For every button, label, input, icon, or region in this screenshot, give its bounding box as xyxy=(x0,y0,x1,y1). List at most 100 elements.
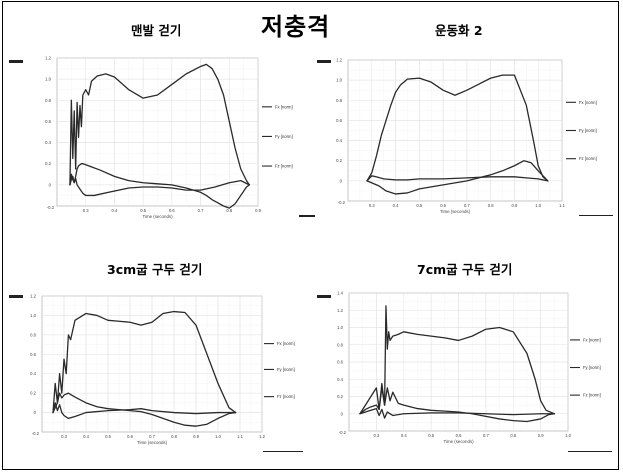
x-tick-label: 0.4 xyxy=(401,433,407,438)
x-tick-label: 1.0 xyxy=(215,434,221,439)
x-tick-label: 0.4 xyxy=(112,208,118,213)
panel-title-7cm-heels: 7cm굽 구두 걷기 xyxy=(417,262,513,277)
x-tick-label: 0.3 xyxy=(369,203,375,208)
y-tick-label: 1.2 xyxy=(337,308,343,313)
y-tick-label: 1.0 xyxy=(30,313,36,318)
series-line-fz xyxy=(366,175,549,182)
edge-mark xyxy=(299,215,315,217)
x-tick-label: 0.5 xyxy=(105,434,111,439)
x-tick-label: 0.5 xyxy=(416,203,422,208)
x-tick-label: 0.6 xyxy=(169,208,175,213)
series-line-fz xyxy=(359,407,555,419)
legend-label: Fz [norm] xyxy=(275,164,293,169)
y-tick-label: 1.0 xyxy=(337,325,343,330)
y-tick-label: 0.2 xyxy=(30,391,36,396)
y-tick-label: 1.2 xyxy=(30,294,36,299)
y-tick-label: 1.4 xyxy=(337,291,343,296)
x-tick-label: 1.2 xyxy=(259,434,265,439)
legend-label: Fy [norm] xyxy=(583,365,601,370)
edge-mark xyxy=(9,295,23,298)
y-tick-label: 1.2 xyxy=(45,56,51,61)
y-tick-label: 0.4 xyxy=(30,371,36,376)
x-tick-label: 0.3 xyxy=(83,208,89,213)
series-line-fx xyxy=(69,163,251,209)
y-tick-label: 0.6 xyxy=(336,118,342,123)
x-tick-label: 0.7 xyxy=(483,433,489,438)
legend-label: Fy [norm] xyxy=(275,134,293,139)
panel-title-sneakers: 운동화 2 xyxy=(435,23,483,38)
legend-label: Fz [norm] xyxy=(277,394,295,399)
series-line-fx xyxy=(359,382,555,423)
y-tick-label: 1.0 xyxy=(336,78,342,83)
y-min-label: -0.2 xyxy=(47,205,55,210)
edge-mark xyxy=(263,451,303,452)
legend-label: Fx [norm] xyxy=(583,337,601,342)
series-line-fx xyxy=(366,160,549,195)
edge-mark xyxy=(9,60,23,63)
legend-label: Fz [norm] xyxy=(583,393,601,398)
y-min-label: -0.2 xyxy=(339,430,347,435)
x-tick-label: 0.4 xyxy=(83,434,89,439)
y-tick-label: 0.8 xyxy=(45,98,51,103)
legend-label: Fx [norm] xyxy=(277,341,295,346)
series-line-fy xyxy=(366,74,549,182)
x-tick-label: 0.8 xyxy=(488,203,494,208)
x-tick-label: 0.6 xyxy=(456,433,462,438)
x-axis-label: Time (seconds) xyxy=(142,214,173,219)
x-tick-label: 0.5 xyxy=(140,208,146,213)
y-tick-label: 1.2 xyxy=(336,58,342,63)
legend-label: Fy [norm] xyxy=(277,367,295,372)
y-tick-label: 0.6 xyxy=(45,119,51,124)
x-tick-label: 0.7 xyxy=(198,208,204,213)
legend-label: Fy [norm] xyxy=(579,128,597,133)
x-tick-label: 0.9 xyxy=(512,203,518,208)
y-tick-label: 0.8 xyxy=(337,342,343,347)
x-tick-label: 0.5 xyxy=(428,433,434,438)
x-tick-label: 0.6 xyxy=(440,203,446,208)
x-tick-label: 0.8 xyxy=(171,434,177,439)
series-line-fy xyxy=(359,305,555,415)
x-tick-label: 0.6 xyxy=(127,434,133,439)
x-tick-label: 1.0 xyxy=(565,433,571,438)
y-tick-label: 0.8 xyxy=(336,98,342,103)
x-axis-label: Time (seconds) xyxy=(443,439,474,444)
x-tick-label: 0.7 xyxy=(149,434,155,439)
y-tick-label: 0.2 xyxy=(337,394,343,399)
series-line-fz xyxy=(52,402,237,420)
x-tick-label: 0.8 xyxy=(510,433,516,438)
legend-label: Fx [norm] xyxy=(579,100,597,105)
x-tick-label: 1.1 xyxy=(237,434,243,439)
x-tick-label: 0.7 xyxy=(464,203,470,208)
y-tick-label: 0.2 xyxy=(45,161,51,166)
y-tick-label: 0.6 xyxy=(337,360,343,365)
y-min-label: -0.2 xyxy=(338,200,346,205)
y-tick-label: 0 xyxy=(340,178,343,183)
y-tick-label: 0.2 xyxy=(336,158,342,163)
x-axis-label: Time (seconds) xyxy=(440,209,471,214)
x-tick-label: 0.4 xyxy=(393,203,399,208)
y-tick-label: 0 xyxy=(49,182,52,187)
x-axis-label: Time (seconds) xyxy=(137,440,168,445)
x-tick-label: 1.1 xyxy=(559,203,565,208)
x-tick-label: 0.9 xyxy=(255,208,261,213)
y-tick-label: 0.4 xyxy=(337,377,343,382)
panel-title-3cm-heels: 3cm굽 구두 걷기 xyxy=(107,262,203,277)
edge-mark xyxy=(317,60,331,63)
main-title: 저충격 xyxy=(261,12,331,41)
edge-mark xyxy=(579,215,613,216)
x-tick-label: 0.3 xyxy=(61,434,67,439)
series-line-fy xyxy=(69,63,251,186)
y-tick-label: 1.0 xyxy=(45,77,51,82)
series-line-fy xyxy=(52,310,237,414)
y-tick-label: 0 xyxy=(341,411,344,416)
x-tick-label: 0.9 xyxy=(538,433,544,438)
x-tick-label: 0.3 xyxy=(373,433,379,438)
legend-label: Fx [norm] xyxy=(275,104,293,109)
y-tick-label: 0.6 xyxy=(30,352,36,357)
edge-mark xyxy=(568,451,612,452)
y-tick-label: 0.8 xyxy=(30,332,36,337)
x-tick-label: 0.8 xyxy=(226,208,232,213)
y-min-label: -0.2 xyxy=(32,431,40,436)
legend-label: Fz [norm] xyxy=(579,156,597,161)
y-tick-label: 0 xyxy=(34,410,37,415)
